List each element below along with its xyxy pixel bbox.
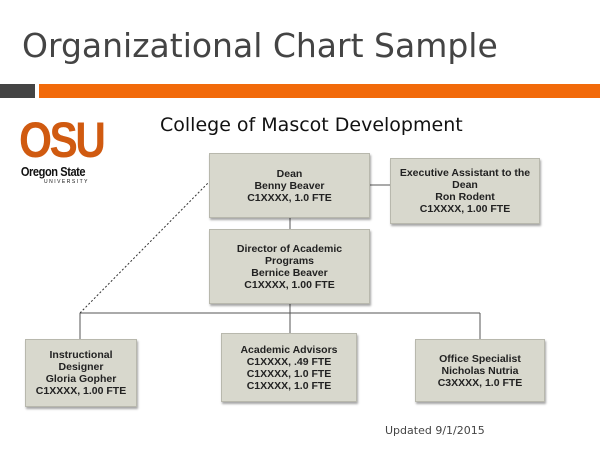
chart-subtitle: College of Mascot Development (160, 114, 463, 136)
box-line: C1XXXX, 1.0 FTE (246, 379, 332, 392)
box-academic-advisors: Academic Advisors C1XXXX, .49 FTE C1XXXX, … (221, 333, 357, 402)
box-line: Bernice Beaver (251, 266, 328, 279)
box-line: Office Specialist (439, 352, 521, 365)
box-line: Instructional Designer (49, 349, 113, 373)
box-line: Ron Rodent (435, 191, 495, 203)
box-line: Gloria Gopher (45, 373, 117, 385)
box-line: C1XXXX, 1.00 FTE (35, 385, 127, 397)
box-line: Nicholas Nutria (441, 364, 519, 377)
logo-university: UNIVERSITY (43, 179, 89, 185)
box-line: Executive Assistant to the Dean (399, 167, 531, 191)
box-line: Benny Beaver (254, 179, 325, 192)
box-line: C1XXXX, 1.0 FTE (246, 367, 332, 380)
updated-date: Updated 9/1/2015 (385, 424, 485, 437)
box-line: Academic Advisors (240, 343, 338, 356)
box-director: Director of Academic Programs Bernice Bea… (209, 229, 370, 304)
box-instructional-designer: Instructional Designer Gloria Gopher C1XXX… (25, 339, 137, 407)
logo-oregon-state: Oregon State (20, 164, 86, 179)
accent-bar-orange (39, 84, 600, 98)
dotted-connector-dean-designer (79, 181, 210, 314)
osu-logo: OSU Oregon State UNIVERSITY (13, 115, 106, 185)
box-line: C1XXXX, 1.0 FTE (247, 191, 332, 204)
box-line: C1XXXX, .49 FTE (246, 355, 332, 368)
slide-title: Organizational Chart Sample (22, 26, 498, 65)
box-executive-assistant: Executive Assistant to the Dean Ron Roden… (390, 158, 540, 224)
box-line: C3XXXX, 1.0 FTE (437, 376, 523, 389)
accent-bar-grey (0, 84, 35, 98)
box-line: Dean (276, 167, 303, 180)
box-line: Director of Academic Programs (236, 242, 343, 267)
box-office-specialist: Office Specialist Nicholas Nutria C3XXXX, … (415, 339, 545, 402)
box-line: C1XXXX, 1.00 FTE (419, 203, 511, 215)
box-line: C1XXXX, 1.00 FTE (244, 278, 335, 291)
box-dean: Dean Benny Beaver C1XXXX, 1.0 FTE (209, 153, 370, 218)
